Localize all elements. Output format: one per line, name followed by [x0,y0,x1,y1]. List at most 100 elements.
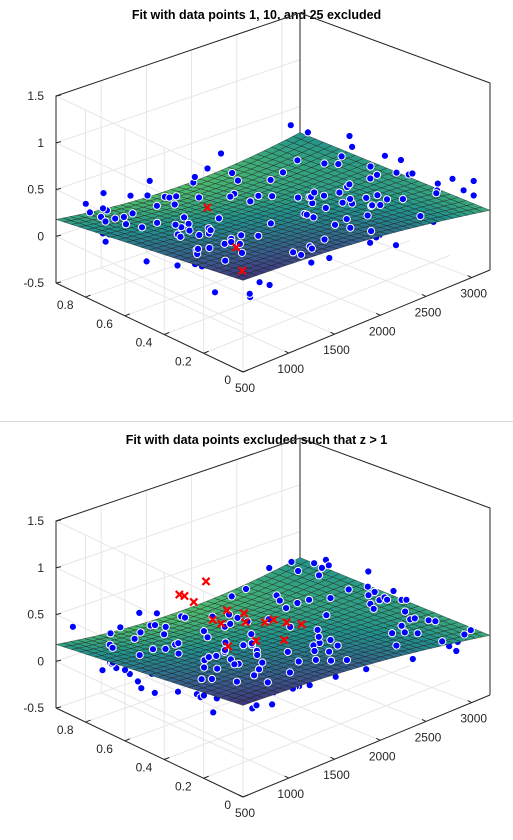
data-point [227,592,236,601]
x-tick-label: 1500 [323,343,350,357]
excluded-point [239,608,249,618]
data-point [204,653,213,662]
z-tick-label: 1.5 [27,89,44,103]
excluded-point [238,266,247,276]
data-point [293,156,302,165]
data-point [433,179,442,188]
data-point [438,637,447,646]
data-point [176,232,185,241]
y-tick [203,350,209,354]
x-tick-label: 3000 [460,712,487,726]
excluded-marker-stroke [269,615,278,624]
data-point [239,641,248,650]
x-tick [421,293,427,297]
z-tick-label: 0 [37,229,44,243]
data-point [99,189,108,198]
x-tick-label: 2500 [415,730,442,744]
data-point [400,628,409,637]
excluded-marker-stroke [297,619,306,629]
data-point [172,192,181,201]
data-point [230,660,239,669]
x-tick [421,718,427,722]
data-point [252,701,261,710]
data-point [213,664,222,673]
data-point [237,248,247,257]
x-tick-label: 1000 [277,787,304,801]
data-point [220,239,229,248]
z-tick [55,659,62,662]
excluded-marker-stroke [216,619,226,629]
excluded-marker-stroke [238,266,247,276]
data-point [348,142,357,151]
fit-surface [55,132,491,281]
x-tick-label: 500 [235,381,255,395]
chart-svg[interactable]: -0.5 0 0.5 1 1.5 500 1000 1500 2000 2500 3000 0 0.2 0… [0,0,513,415]
data-point [416,212,425,221]
data-point [346,223,355,232]
data-point [246,197,255,206]
x-tick [284,775,289,779]
data-point [294,566,303,576]
excluded-point [223,641,233,651]
data-point [170,200,179,209]
data-point [366,238,375,247]
data-point [392,641,401,650]
data-point [344,585,353,594]
excluded-point [269,615,278,624]
z-tick [55,613,62,615]
excluded-marker-stroke [279,635,289,645]
data-point [135,651,144,660]
excluded-point [231,243,241,252]
y-tick-label: 0.6 [96,317,113,331]
data-point [326,594,335,603]
data-point [307,244,316,253]
data-point [210,288,220,297]
data-point [165,193,174,202]
z-tick-label: 1 [37,561,44,575]
data-point [342,215,351,224]
data-point [128,209,137,218]
data-point [366,174,375,183]
fit-surface [55,557,491,706]
data-point [408,169,417,178]
z-tick [55,706,62,709]
data-point [335,188,344,197]
z-tick [55,519,62,522]
data-point [317,563,326,572]
excluded-marker-stroke [231,243,241,252]
data-point [322,611,331,620]
data-point [111,214,120,223]
data-point [310,646,319,656]
gridline [100,505,289,779]
data-point [233,176,242,185]
data-point [214,214,223,223]
data-point [362,193,371,202]
data-point [338,198,347,207]
data-point [253,650,262,660]
y-tick [164,332,170,335]
excluded-point [222,606,232,615]
data-point [294,657,303,666]
data-point [101,237,110,246]
x-tick [330,756,335,760]
data-point [116,623,125,632]
excluded-point [282,618,291,627]
data-point [266,219,275,228]
data-point [254,665,264,674]
plot-panel-bottom: Fit with data points excluded such that … [0,425,513,840]
data-point [133,677,142,686]
data-point [382,195,392,204]
y-tick [124,313,131,317]
data-point [448,174,457,183]
data-point [254,231,263,240]
data-point [228,168,237,178]
data-point [364,567,373,576]
gridline [100,80,289,354]
data-point [207,674,216,684]
x-tick [375,737,381,741]
data-point [469,191,478,200]
chart-svg[interactable]: -0.5 0 0.5 1 1.5 500 1000 1500 2000 2500 3000 0 0.2 0… [0,425,513,840]
data-point [171,220,180,229]
excluded-marker-stroke [180,591,189,601]
